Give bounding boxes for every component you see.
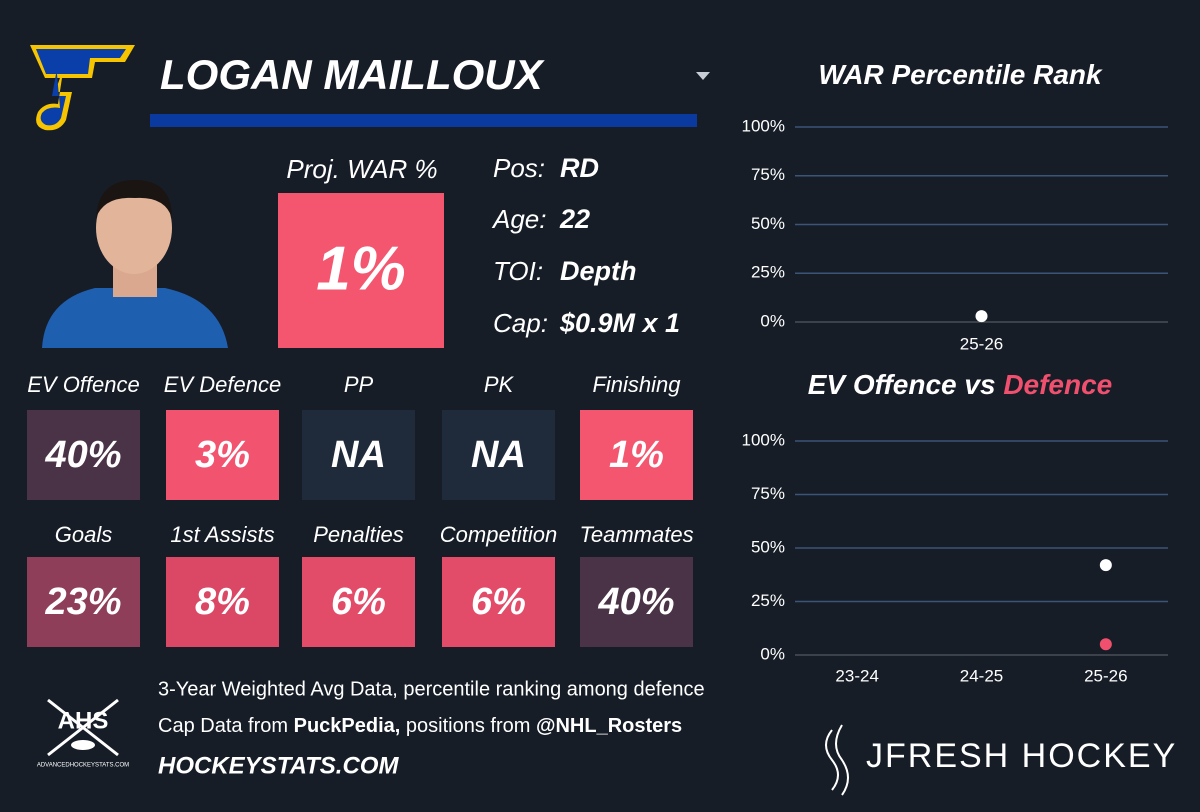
tile-label: Goals [55, 522, 112, 547]
tile [27, 557, 140, 647]
y-tick-label: 0% [760, 644, 785, 663]
info-value: 22 [559, 204, 590, 234]
point [1099, 638, 1112, 651]
tile [166, 557, 279, 647]
tile-label: EV Offence [27, 372, 140, 397]
tile-label: Teammates [579, 522, 693, 547]
tile-label: Penalties [313, 522, 404, 547]
info-value: RD [560, 153, 599, 183]
footer-note: 3-Year Weighted Avg Data, percentile ran… [158, 678, 705, 700]
tile-label: 1st Assists [170, 522, 274, 547]
y-tick-label: 50% [751, 214, 785, 233]
chart-title-text: EV Offence vs [808, 369, 996, 400]
chart-title-text: WAR Percentile Rank [818, 59, 1103, 90]
tile-label: PP [344, 372, 374, 397]
ahs-text: AHS [58, 707, 109, 734]
tile-label: EV Defence [164, 372, 281, 397]
proj-war-value: 1% [316, 234, 406, 303]
footer-credits: Cap Data from PuckPedia, positions from … [158, 715, 682, 737]
x-tick-label: 23-24 [835, 666, 878, 685]
tile-value: 6% [331, 581, 386, 623]
info-value: $0.9M x 1 [559, 308, 680, 338]
info-label: Cap: [493, 308, 548, 338]
pos-source: @NHL_Rosters [536, 715, 682, 737]
x-tick-label: 25-26 [960, 334, 1003, 353]
cap-prefix: Cap Data from [158, 715, 288, 737]
tile-value: NA [471, 434, 526, 476]
chart-title: EV Offence vs Defence [808, 369, 1113, 400]
point [1099, 559, 1112, 572]
pos-prefix: positions from [406, 715, 531, 737]
y-tick-label: 100% [742, 116, 785, 135]
ahs-logo [47, 698, 119, 757]
chart-title: WAR Percentile Rank [818, 59, 1103, 90]
tile [302, 410, 415, 500]
tile-value: 3% [195, 434, 250, 476]
tile [442, 410, 555, 500]
proj-war-label: Proj. WAR % [286, 154, 437, 184]
y-tick-label: 75% [751, 165, 785, 184]
tile-value: 40% [44, 434, 121, 476]
tile [166, 410, 279, 500]
tile-label: Competition [440, 522, 557, 547]
tile-value: 40% [597, 581, 674, 623]
footer-site: HOCKEYSTATS.COM [158, 752, 399, 779]
tile-value: 23% [44, 581, 121, 623]
tile-label: Finishing [592, 372, 681, 397]
dropdown-arrow[interactable] [696, 72, 710, 80]
player-photo [42, 180, 228, 348]
tile-value: 6% [471, 581, 526, 623]
y-tick-label: 75% [751, 484, 785, 503]
tile-label: PK [484, 372, 515, 397]
x-tick-label: 25-26 [1084, 666, 1127, 685]
info-label: Age: [491, 204, 547, 234]
tile-value: NA [331, 434, 386, 476]
cap-source: PuckPedia, [294, 715, 401, 737]
tile [580, 410, 693, 500]
tile [580, 557, 693, 647]
tile [27, 410, 140, 500]
ahs-url: ADVANCEDHOCKEYSTATS.COM [37, 763, 129, 769]
y-tick-label: 25% [751, 591, 785, 610]
x-tick-label: 24-25 [960, 666, 1003, 685]
proj-war-box [278, 193, 444, 348]
player-name: LOGAN MAILLOUX [160, 51, 546, 98]
info-label: Pos: [493, 153, 545, 183]
tile [442, 557, 555, 647]
chart-title-highlight: Defence [1003, 369, 1112, 400]
team-logo [30, 45, 135, 131]
info-value: Depth [560, 256, 637, 286]
tile-value: 8% [195, 581, 250, 623]
tile-value: 1% [609, 434, 664, 476]
name-underline [150, 114, 697, 127]
info-label: TOI: [493, 256, 543, 286]
y-tick-label: 100% [742, 430, 785, 449]
point [975, 310, 988, 323]
y-tick-label: 0% [760, 311, 785, 330]
brand-logo [825, 724, 849, 796]
tile [302, 557, 415, 647]
y-tick-label: 25% [751, 263, 785, 282]
y-tick-label: 50% [751, 537, 785, 556]
brand-text: JFRESH HOCKEY [866, 737, 1177, 775]
